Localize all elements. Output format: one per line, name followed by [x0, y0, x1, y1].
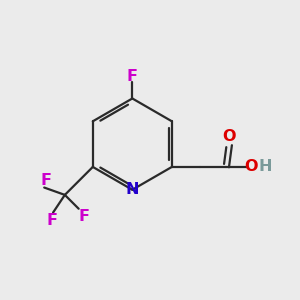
Text: F: F	[79, 209, 89, 224]
Text: F: F	[127, 69, 138, 84]
Text: F: F	[40, 173, 51, 188]
Text: F: F	[46, 213, 57, 228]
Text: O: O	[223, 129, 236, 144]
Text: H: H	[259, 159, 272, 174]
Text: O: O	[244, 159, 258, 174]
Text: N: N	[126, 182, 139, 197]
